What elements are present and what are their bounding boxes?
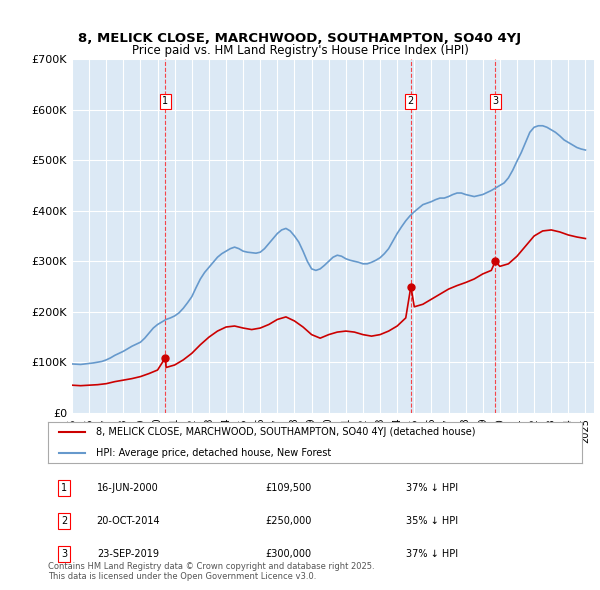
Text: 37% ↓ HPI: 37% ↓ HPI <box>406 483 458 493</box>
Text: £250,000: £250,000 <box>265 516 311 526</box>
Text: 37% ↓ HPI: 37% ↓ HPI <box>406 549 458 559</box>
Text: 2: 2 <box>61 516 67 526</box>
Text: 16-JUN-2000: 16-JUN-2000 <box>97 483 159 493</box>
Text: 20-OCT-2014: 20-OCT-2014 <box>96 516 160 526</box>
Text: Price paid vs. HM Land Registry's House Price Index (HPI): Price paid vs. HM Land Registry's House … <box>131 44 469 57</box>
Text: HPI: Average price, detached house, New Forest: HPI: Average price, detached house, New … <box>96 448 331 458</box>
Text: 1: 1 <box>61 483 67 493</box>
Text: 35% ↓ HPI: 35% ↓ HPI <box>406 516 458 526</box>
Text: 8, MELICK CLOSE, MARCHWOOD, SOUTHAMPTON, SO40 4YJ: 8, MELICK CLOSE, MARCHWOOD, SOUTHAMPTON,… <box>79 32 521 45</box>
Text: 23-SEP-2019: 23-SEP-2019 <box>97 549 159 559</box>
Text: 3: 3 <box>61 549 67 559</box>
Text: 3: 3 <box>492 97 499 106</box>
Text: 8, MELICK CLOSE, MARCHWOOD, SOUTHAMPTON, SO40 4YJ (detached house): 8, MELICK CLOSE, MARCHWOOD, SOUTHAMPTON,… <box>96 427 476 437</box>
Text: Contains HM Land Registry data © Crown copyright and database right 2025.
This d: Contains HM Land Registry data © Crown c… <box>48 562 374 581</box>
Text: £300,000: £300,000 <box>265 549 311 559</box>
Text: 1: 1 <box>163 97 169 106</box>
Text: 2: 2 <box>408 97 414 106</box>
Text: £109,500: £109,500 <box>265 483 311 493</box>
